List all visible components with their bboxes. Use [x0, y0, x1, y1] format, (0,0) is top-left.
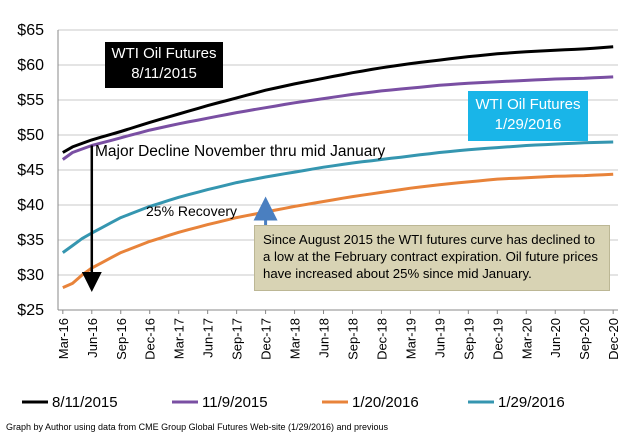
x-axis-ticks: Mar-16 Jun-16 Sep-16 Dec-16 Mar-17 Jun-17 Sep-… [56, 310, 621, 360]
label-box-8-11-2015: WTI Oil Futures 8/11/2015 [105, 42, 223, 88]
x-tick-label: Dec-20 [606, 318, 621, 360]
series-lines [61, 45, 614, 289]
x-tick-label: Dec-16 [143, 318, 158, 360]
x-tick-label: Jun-16 [85, 318, 100, 358]
y-tick-label: $25 [17, 302, 44, 319]
x-tick-label: Sep-19 [461, 318, 476, 360]
legend-label: 11/9/2015 [202, 394, 268, 411]
x-tick-label: Dec-18 [374, 318, 389, 360]
label-box-1-29-2016: WTI Oil Futures 1/29/2016 [468, 91, 588, 141]
x-tick-label: Jun-17 [201, 318, 216, 358]
legend-label: 8/11/2015 [52, 394, 118, 411]
x-tick-label: Jun-20 [548, 318, 563, 358]
x-tick-label: Dec-17 [259, 318, 274, 360]
y-tick-label: $55 [17, 92, 44, 109]
y-tick-label: $30 [17, 267, 44, 284]
x-tick-label: Jun-19 [432, 318, 447, 358]
label-box-8-11-2015-line2: 8/11/2015 [131, 65, 197, 82]
x-tick-label: Jun-18 [317, 318, 332, 358]
decline-annotation: Major Decline November thru mid January [95, 143, 386, 160]
x-tick-label: Mar-16 [56, 318, 71, 359]
x-tick-label: Mar-18 [288, 318, 303, 359]
series-line-1-20-2016 [62, 172, 614, 289]
x-tick-label: Dec-19 [490, 318, 505, 360]
source-note: Graph by Author using data from CME Grou… [6, 422, 389, 432]
series-line-11-9-2015 [61, 75, 614, 161]
label-box-1-29-2016-line1: WTI Oil Futures [475, 96, 581, 113]
y-tick-label: $65 [17, 22, 44, 39]
label-box-8-11-2015-line1: WTI Oil Futures [111, 45, 217, 62]
x-tick-label: Mar-20 [519, 318, 534, 359]
y-tick-label: $60 [17, 57, 44, 74]
y-tick-label: $45 [17, 162, 44, 179]
y-axis-ticks: $25 $30 $35 $40 $45 $50 $55 $60 $65 [17, 22, 44, 319]
legend-label: 1/20/2016 [352, 394, 419, 411]
y-tick-label: $35 [17, 232, 44, 249]
recovery-annotation: 25% Recovery [146, 203, 238, 219]
y-tick-label: $50 [17, 127, 44, 144]
x-tick-label: Sep-20 [577, 318, 592, 360]
y-tick-label: $40 [17, 197, 44, 214]
series-line-1-29-2016 [61, 140, 614, 254]
x-tick-label: Mar-17 [172, 318, 187, 359]
series-line-8-11-2015 [62, 45, 614, 154]
label-box-1-29-2016-line2: 1/29/2016 [494, 116, 562, 133]
note-box: Since August 2015 the WTI futures curve … [254, 225, 610, 291]
legend-label: 1/29/2016 [498, 394, 565, 411]
x-tick-label: Sep-16 [114, 318, 129, 360]
x-tick-label: Sep-17 [230, 318, 245, 360]
x-tick-label: Mar-19 [403, 318, 418, 359]
legend: 8/11/2015 11/9/2015 1/20/2016 1/29/2016 [22, 394, 565, 411]
x-tick-label: Sep-18 [345, 318, 360, 360]
